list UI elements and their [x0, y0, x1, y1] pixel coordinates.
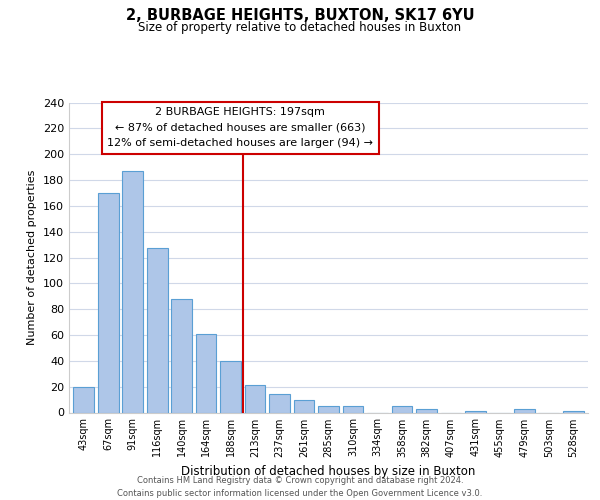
Bar — [98, 193, 119, 412]
Bar — [343, 406, 364, 412]
Bar — [196, 334, 217, 412]
Text: Contains HM Land Registry data © Crown copyright and database right 2024.
Contai: Contains HM Land Registry data © Crown c… — [118, 476, 482, 498]
Text: 2 BURBAGE HEIGHTS: 197sqm
← 87% of detached houses are smaller (663)
12% of semi: 2 BURBAGE HEIGHTS: 197sqm ← 87% of detac… — [107, 107, 373, 148]
Bar — [416, 408, 437, 412]
Bar — [122, 171, 143, 412]
Y-axis label: Number of detached properties: Number of detached properties — [28, 170, 37, 345]
Bar — [318, 406, 339, 412]
Bar — [465, 411, 486, 412]
Bar — [269, 394, 290, 412]
Bar — [293, 400, 314, 412]
Bar — [171, 299, 192, 412]
Bar — [563, 411, 584, 412]
Bar — [147, 248, 167, 412]
X-axis label: Distribution of detached houses by size in Buxton: Distribution of detached houses by size … — [181, 465, 476, 478]
Bar — [514, 408, 535, 412]
Bar — [392, 406, 412, 412]
Bar — [73, 386, 94, 412]
Bar — [220, 361, 241, 412]
Text: 2, BURBAGE HEIGHTS, BUXTON, SK17 6YU: 2, BURBAGE HEIGHTS, BUXTON, SK17 6YU — [125, 8, 475, 22]
Text: Size of property relative to detached houses in Buxton: Size of property relative to detached ho… — [139, 21, 461, 34]
Bar — [245, 386, 265, 412]
